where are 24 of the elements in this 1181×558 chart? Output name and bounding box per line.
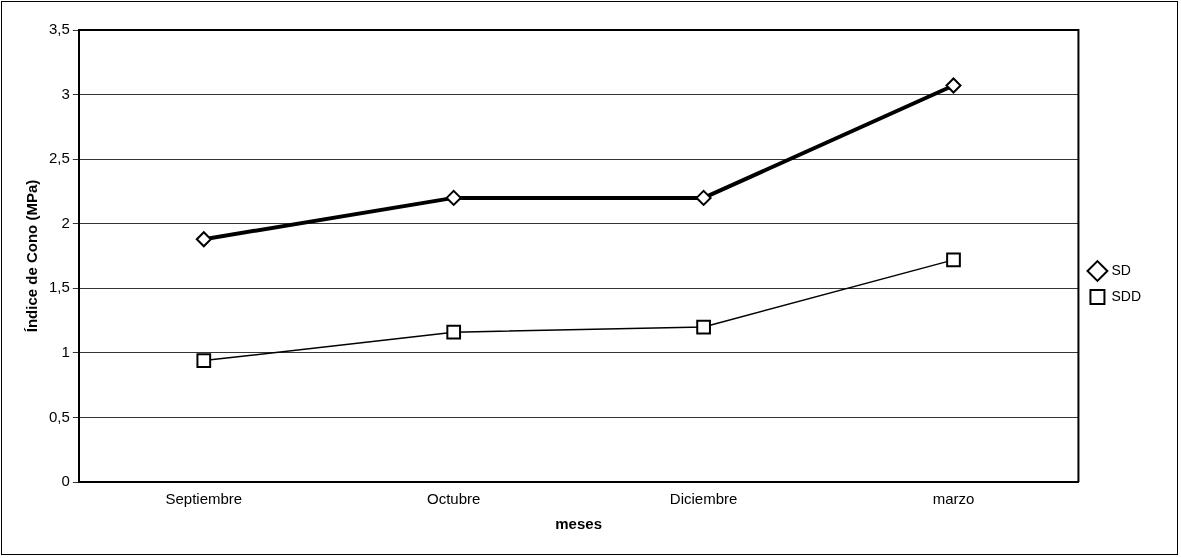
y-tick-label: 2 xyxy=(61,213,70,231)
point xyxy=(445,189,462,206)
y-tick-label: 0 xyxy=(61,472,70,490)
y-tick-label: 0,5 xyxy=(48,407,70,425)
point xyxy=(446,324,462,340)
point xyxy=(696,319,711,335)
point xyxy=(196,353,212,368)
y-tick-label: 3,5 xyxy=(48,20,70,38)
y-axis-title: Índice de Cono (MPa) xyxy=(23,179,41,333)
y-tick-label: 2,5 xyxy=(48,149,70,167)
x-tick-label: Octubre xyxy=(427,490,481,508)
point xyxy=(945,77,962,94)
x-tick-label: marzo xyxy=(932,490,975,508)
x-tick-label: Septiembre xyxy=(165,490,243,508)
point xyxy=(695,189,712,206)
y-tick-label: 1,5 xyxy=(48,278,70,296)
x-tick-label: Diciembre xyxy=(669,490,738,508)
y-tick-label: 1 xyxy=(61,343,70,360)
point xyxy=(946,252,961,268)
x-axis-title: meses xyxy=(555,515,603,533)
point xyxy=(195,231,212,248)
legend-label: SD xyxy=(1111,261,1131,278)
legend-label: SDD xyxy=(1111,287,1141,304)
y-tick-label: 3 xyxy=(61,84,70,102)
